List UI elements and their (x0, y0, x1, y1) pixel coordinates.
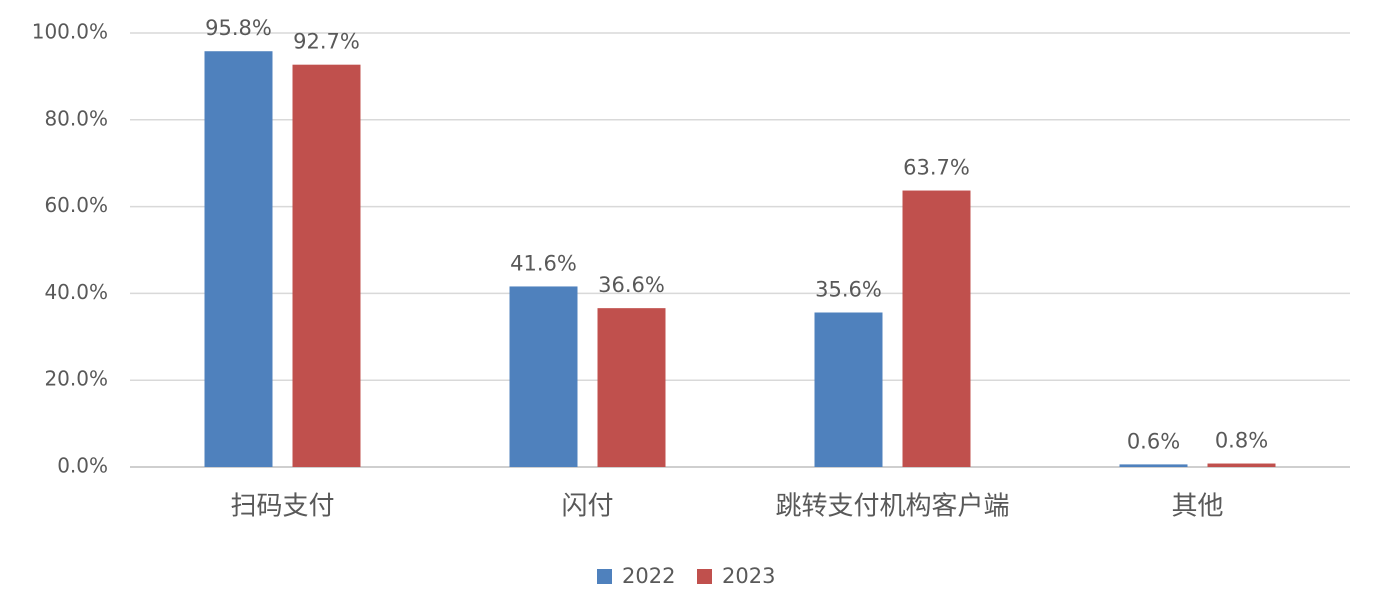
bar (902, 190, 971, 468)
y-tick-label: 60.0% (44, 193, 108, 217)
legend-label: 2023 (722, 564, 775, 588)
y-tick-label: 20.0% (44, 367, 108, 391)
x-tick-label: 其他 (1171, 492, 1223, 522)
bar (1207, 463, 1276, 467)
value-label: 92.7% (293, 30, 360, 54)
value-label: 63.7% (903, 156, 970, 180)
bar (204, 51, 273, 468)
value-label: 0.8% (1215, 429, 1268, 453)
bar (292, 64, 361, 467)
x-tick-label: 跳转支付机构客户端 (775, 492, 1009, 522)
value-label: 41.6% (510, 251, 577, 275)
y-tick-label: 40.0% (44, 280, 108, 304)
legend-swatch (597, 569, 612, 584)
legend-label: 2022 (622, 564, 675, 588)
y-tick-label: 100.0% (32, 20, 108, 44)
bar (1119, 464, 1188, 467)
bar (509, 286, 578, 467)
value-label: 35.6% (815, 277, 882, 301)
value-label: 95.8% (205, 16, 272, 40)
bar (814, 312, 883, 467)
value-label: 36.6% (598, 273, 665, 297)
bar (597, 308, 666, 467)
y-tick-label: 0.0% (57, 454, 108, 478)
y-tick-label: 80.0% (44, 106, 108, 130)
legend-swatch (697, 569, 712, 584)
x-tick-label: 闪付 (561, 492, 613, 522)
value-label: 0.6% (1127, 429, 1180, 453)
x-tick-label: 扫码支付 (230, 492, 334, 522)
